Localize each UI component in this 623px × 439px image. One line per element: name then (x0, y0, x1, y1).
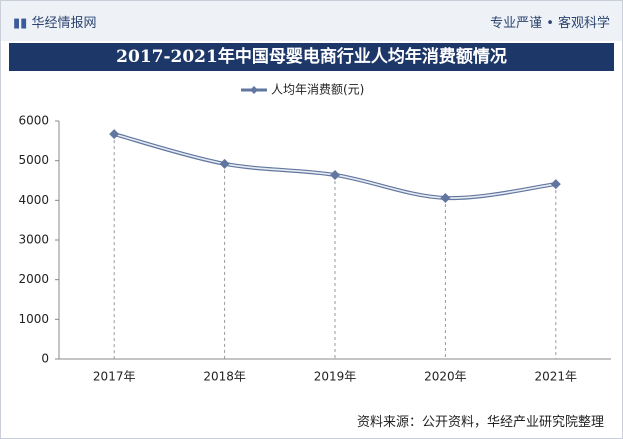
point (109, 129, 120, 140)
legend-marker (250, 86, 258, 94)
legend-label: 人均年消费额(元) (271, 83, 364, 97)
y-tick-label: 2000 (18, 272, 49, 286)
x-tick-label: 2018年 (203, 370, 246, 384)
logo-text: 华经情报网 (31, 15, 97, 31)
y-tick-label: 4000 (18, 193, 49, 207)
x-tick-label: 2021年 (535, 370, 578, 384)
x-tick-label: 2020年 (424, 370, 467, 384)
header: ▮▮ 华经情报网 专业严谨 • 客观科学 (1, 1, 622, 41)
y-tick-label: 6000 (18, 114, 49, 128)
point (219, 158, 230, 169)
y-tick-label: 0 (41, 352, 49, 366)
point (330, 169, 340, 180)
point (550, 179, 561, 190)
source: 资料来源：公开资料，华经产业研究院整理 (356, 415, 604, 430)
chart-title: 2017-2021年中国母婴电商行业人均年消费额情况 (9, 43, 614, 71)
chart: 0 1000 2000 3000 4000 5000 6000 2017年 2018年 2019年… (18, 83, 611, 384)
logo: ▮▮ 华经情报网 (13, 15, 97, 31)
point (440, 192, 451, 203)
y-tick-label: 5000 (18, 153, 49, 167)
x-tick-label: 2017年 (93, 370, 136, 384)
y-tick-label: 3000 (18, 233, 49, 247)
y-tick-label: 1000 (18, 312, 49, 326)
tagline: 专业严谨 • 客观科学 (490, 15, 610, 31)
x-tick-label: 2019年 (314, 370, 357, 384)
